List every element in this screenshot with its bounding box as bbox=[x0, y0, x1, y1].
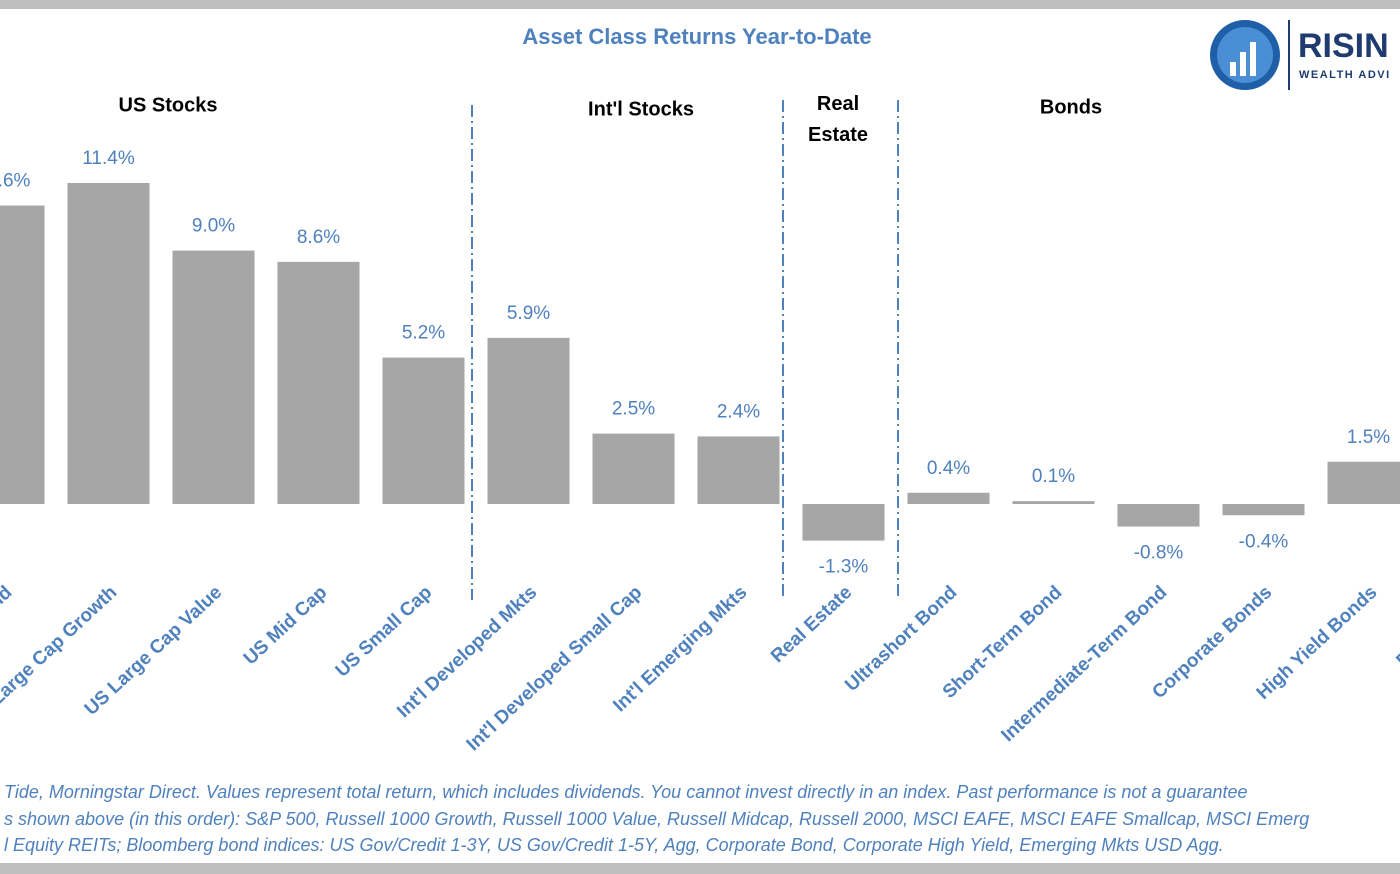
bar bbox=[1327, 461, 1400, 504]
data-label: 11.4% bbox=[82, 148, 135, 169]
data-label: -1.3% bbox=[819, 557, 869, 578]
bar bbox=[172, 250, 255, 504]
data-label: 9.0% bbox=[192, 216, 235, 237]
bar bbox=[1012, 501, 1095, 504]
x-tick-label: US Mid Cap bbox=[240, 582, 332, 669]
bar bbox=[592, 433, 675, 504]
separators bbox=[471, 100, 899, 600]
logo-name: RISIN bbox=[1298, 27, 1389, 65]
x-tick-label: Emerging M bbox=[1392, 582, 1400, 672]
logo-bar bbox=[1250, 42, 1256, 76]
bar bbox=[907, 492, 990, 504]
bar bbox=[697, 436, 780, 504]
logo-bar bbox=[1240, 52, 1246, 76]
group-label: Real Estate bbox=[808, 93, 868, 146]
data-label: -0.8% bbox=[1134, 543, 1184, 564]
footnote: l Equity REITs; Bloomberg bond indices: … bbox=[4, 835, 1224, 855]
data-label: 8.6% bbox=[297, 227, 340, 248]
chart-title: Asset Class Returns Year-to-Date bbox=[522, 24, 871, 49]
logo: RISIN WEALTH ADVI bbox=[1210, 20, 1391, 90]
x-tick-label: US Small Cap bbox=[332, 582, 437, 682]
footnote: s shown above (in this order): S&P 500, … bbox=[4, 809, 1309, 829]
footnote: Tide, Morningstar Direct. Values represe… bbox=[4, 782, 1248, 802]
bar bbox=[382, 357, 465, 504]
bar bbox=[67, 182, 150, 504]
data-label: 0.1% bbox=[1032, 466, 1075, 487]
group-label: Bonds bbox=[1040, 96, 1102, 118]
x-tick-label: Int'l Developed Small Cap bbox=[463, 582, 647, 755]
data-label: 5.2% bbox=[402, 323, 445, 344]
x-tick-label: Ultrashort Bond bbox=[841, 582, 961, 696]
bar bbox=[0, 205, 45, 504]
logo-bar bbox=[1230, 62, 1236, 76]
data-label: 2.4% bbox=[717, 401, 760, 422]
group-label: Int'l Stocks bbox=[588, 98, 694, 120]
logo-tagline: WEALTH ADVI bbox=[1299, 69, 1391, 81]
bottom-border bbox=[0, 863, 1400, 874]
data-label: 0.4% bbox=[927, 458, 970, 479]
x-tick-label: Intermediate-Term Bond bbox=[997, 582, 1171, 746]
bar bbox=[1117, 504, 1200, 527]
bar bbox=[1222, 504, 1305, 516]
bar bbox=[487, 337, 570, 504]
data-label: 1.5% bbox=[1347, 427, 1390, 448]
top-border bbox=[0, 0, 1400, 9]
data-label: 5.9% bbox=[507, 303, 550, 324]
x-tick-label: Real Estate bbox=[767, 582, 856, 667]
data-label: 2.5% bbox=[612, 399, 655, 420]
bar bbox=[802, 504, 885, 541]
data-label: 10.6% bbox=[0, 171, 31, 192]
data-label: -0.4% bbox=[1239, 531, 1289, 552]
group-label: US Stocks bbox=[119, 94, 218, 116]
bar bbox=[277, 261, 360, 504]
